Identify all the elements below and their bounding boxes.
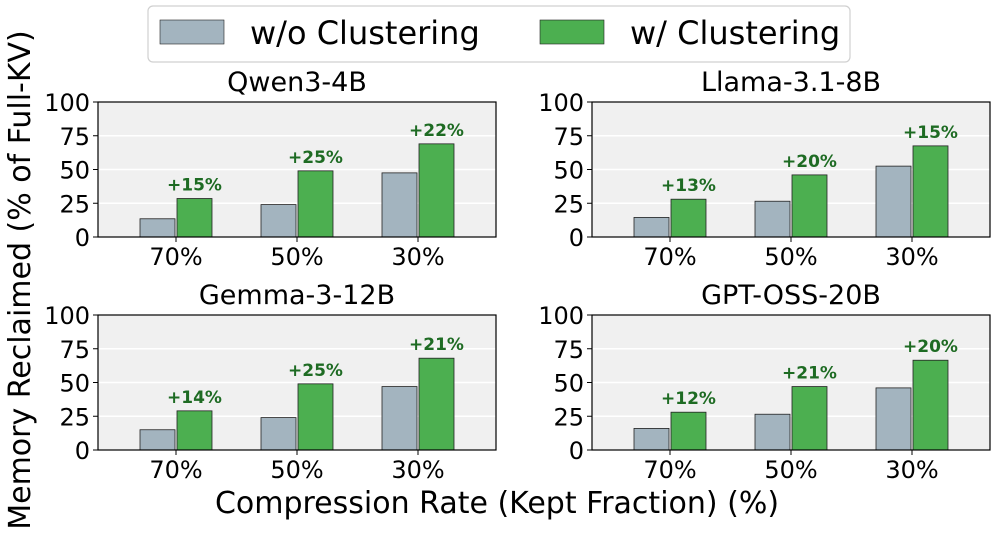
- y-tick-label: 75: [553, 336, 584, 364]
- bar-w-o-clustering-70: [139, 218, 176, 238]
- x-tick-label: 70%: [149, 243, 202, 271]
- bar-w-o-clustering-50: [260, 204, 297, 238]
- bar-w-o-clustering-70: [139, 429, 176, 451]
- x-tick-label: 30%: [885, 243, 938, 271]
- x-tick-label: 70%: [643, 243, 696, 271]
- bar-w-clustering-30: [418, 143, 455, 238]
- panel-title: Llama-3.1-8B: [701, 67, 881, 98]
- x-tick-label: 30%: [885, 456, 938, 484]
- bar-w-o-clustering-30: [381, 386, 418, 451]
- y-tick-label: 75: [553, 123, 584, 151]
- panel-gpt-oss-20b: +12% 70% +21% 50% +20% 30% 0 25 50 75 100 GPT-OSS-2…: [538, 280, 991, 484]
- panel-title: Gemma-3-12B: [199, 280, 395, 311]
- bar-w-o-clustering-30: [875, 387, 912, 451]
- bar-w-o-clustering-70: [633, 427, 670, 451]
- y-tick-label: 0: [569, 437, 584, 465]
- y-tick-label: 0: [75, 437, 90, 465]
- y-tick-label: 50: [553, 370, 584, 398]
- x-axis-label: Compression Rate (Kept Fraction) (%): [215, 486, 779, 521]
- y-tick-label: 75: [59, 336, 90, 364]
- legend-swatch-wo-clustering: [159, 19, 225, 45]
- y-tick-label: 25: [553, 190, 584, 218]
- data-label-gain-30: +20%: [903, 337, 958, 357]
- legend-label-wo-clustering: w/o Clustering: [250, 14, 480, 52]
- data-label-gain-70: +12%: [661, 389, 716, 409]
- data-label-gain-30: +21%: [409, 335, 464, 355]
- plot-frame: [591, 101, 991, 238]
- y-tick-label: 50: [59, 370, 90, 398]
- x-tick-label: 30%: [391, 456, 444, 484]
- data-label-gain-50: +25%: [288, 148, 343, 168]
- legend-frame: [147, 5, 851, 63]
- y-tick-label: 75: [59, 123, 90, 151]
- bar-w-o-clustering-30: [875, 165, 912, 238]
- bar-w-clustering-50: [791, 386, 828, 451]
- panel-title: Qwen3-4B: [227, 67, 367, 98]
- data-label-gain-50: +20%: [782, 152, 837, 172]
- bar-w-clustering-50: [297, 170, 334, 238]
- y-tick-label: 25: [59, 190, 90, 218]
- y-tick-label: 0: [75, 224, 90, 252]
- legend-swatch-w-clustering: [539, 19, 605, 45]
- bar-w-o-clustering-50: [260, 417, 297, 451]
- y-tick-label: 100: [538, 302, 584, 330]
- panel-llama-3-1-8b: +13% 70% +20% 50% +15% 30% 0 25 50 75 100 Llama-3.1…: [538, 67, 991, 271]
- bar-w-o-clustering-50: [754, 413, 791, 451]
- x-tick-label: 50%: [764, 456, 817, 484]
- y-tick-label: 100: [44, 89, 90, 117]
- panel-title: GPT-OSS-20B: [701, 280, 881, 311]
- y-tick-label: 100: [44, 302, 90, 330]
- plot-frame: [591, 314, 991, 451]
- data-label-gain-30: +22%: [409, 121, 464, 141]
- x-tick-label: 50%: [764, 243, 817, 271]
- panel-qwen3-4b: +15% 70% +25% 50% +22% 30% 0 25 50 75 100 Qwen3-4B: [44, 67, 497, 271]
- plot-frame: [97, 101, 497, 238]
- x-tick-label: 30%: [391, 243, 444, 271]
- bar-w-clustering-70: [176, 410, 213, 451]
- subplots: +15%70%+25%50%+22%30%0255075100Qwen3-4B+…: [44, 67, 991, 484]
- y-axis-label: Memory Reclaimed (% of Full-KV): [3, 30, 38, 530]
- y-tick-label: 100: [538, 89, 584, 117]
- data-label-gain-30: +15%: [903, 123, 958, 143]
- x-tick-label: 70%: [643, 456, 696, 484]
- panel-gemma-3-12b: +14% 70% +25% 50% +21% 30% 0 25 50 75 100 Gemma-3-1…: [44, 280, 497, 484]
- x-tick-label: 70%: [149, 456, 202, 484]
- data-label-gain-50: +21%: [782, 364, 837, 384]
- bar-w-o-clustering-50: [754, 200, 791, 238]
- legend: w/o Clustering w/ Clustering: [147, 5, 851, 63]
- x-tick-label: 50%: [270, 456, 323, 484]
- bar-w-clustering-30: [418, 357, 455, 451]
- y-tick-label: 50: [553, 157, 584, 185]
- legend-label-w-clustering: w/ Clustering: [630, 14, 840, 52]
- y-tick-label: 25: [553, 403, 584, 431]
- bar-w-clustering-50: [297, 383, 334, 451]
- bar-w-clustering-50: [791, 174, 828, 238]
- plot-frame: [97, 314, 497, 451]
- bar-w-clustering-70: [176, 198, 213, 238]
- bar-w-o-clustering-30: [381, 172, 418, 238]
- x-tick-label: 50%: [270, 243, 323, 271]
- bar-w-clustering-70: [670, 411, 707, 451]
- y-tick-label: 0: [569, 224, 584, 252]
- data-label-gain-50: +25%: [288, 361, 343, 381]
- bar-w-clustering-70: [670, 198, 707, 238]
- bar-w-clustering-30: [912, 359, 949, 451]
- data-label-gain-70: +13%: [661, 176, 716, 196]
- y-tick-label: 25: [59, 403, 90, 431]
- data-label-gain-70: +14%: [167, 388, 222, 408]
- y-tick-label: 50: [59, 157, 90, 185]
- bar-w-o-clustering-70: [633, 217, 670, 238]
- bar-w-clustering-30: [912, 145, 949, 238]
- data-label-gain-70: +15%: [167, 176, 222, 196]
